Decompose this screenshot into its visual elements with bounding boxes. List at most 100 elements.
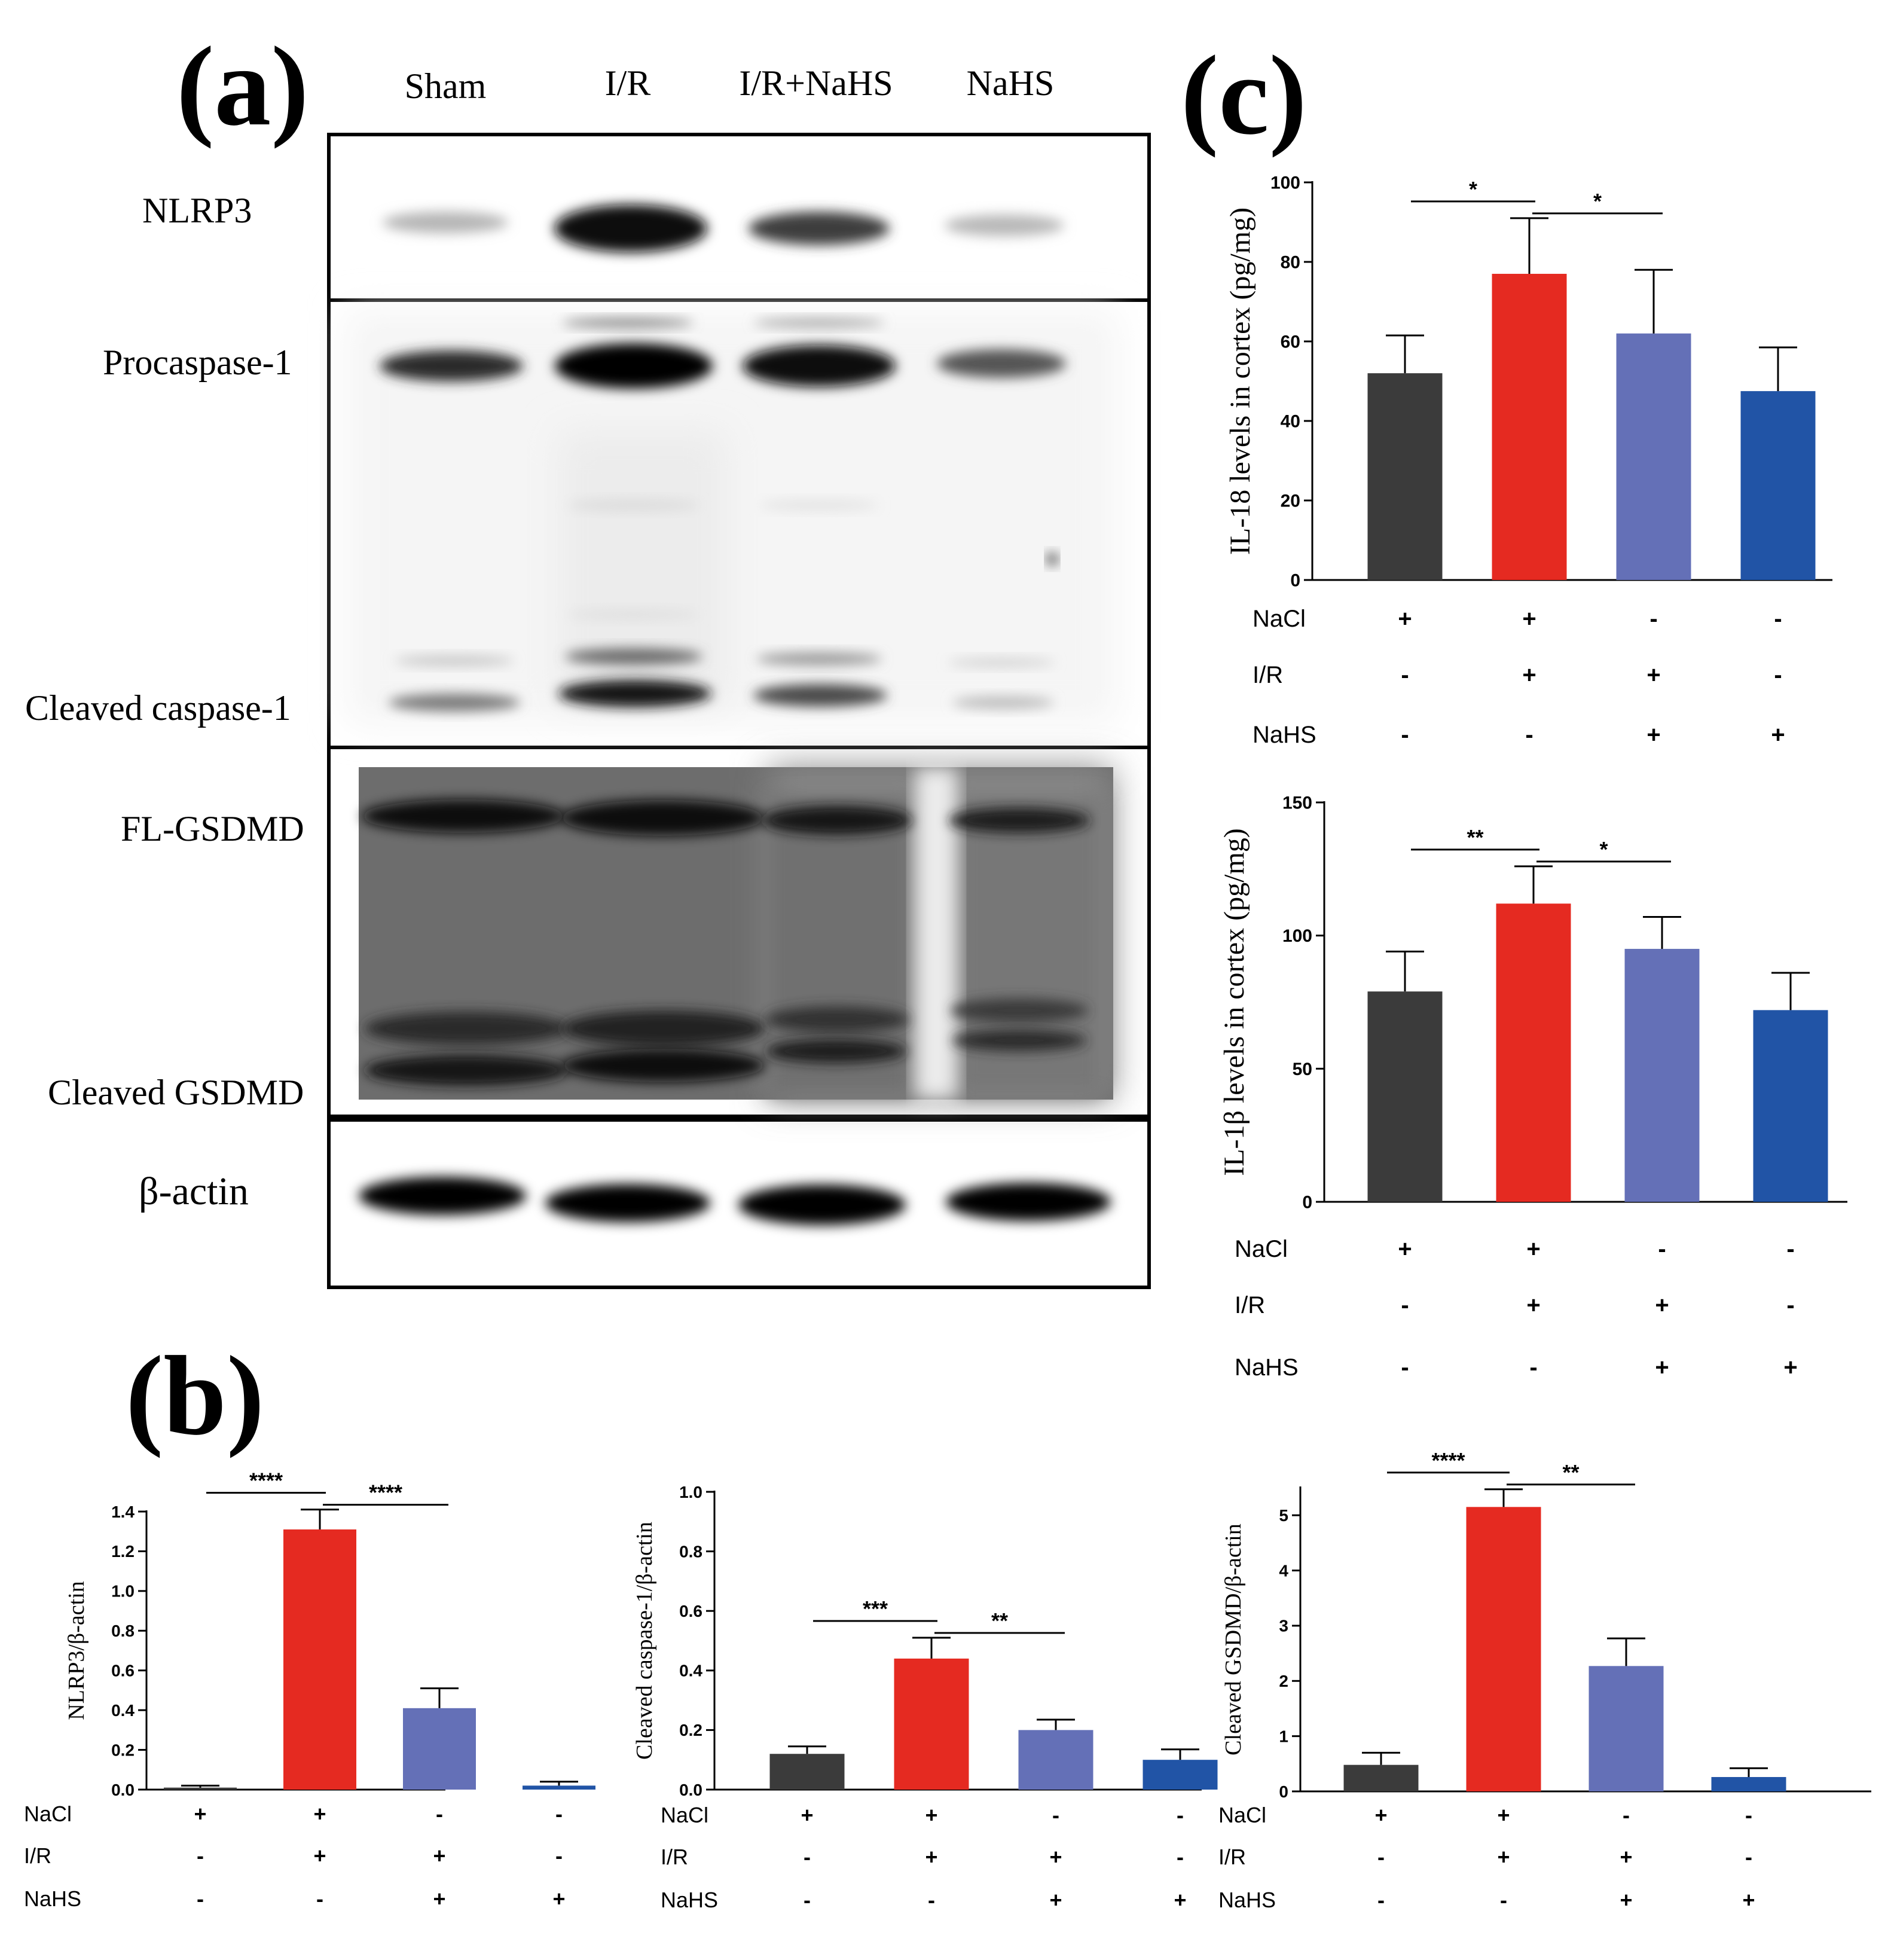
bar bbox=[523, 1785, 595, 1790]
il1b-bar-chart: 0 50 100 150 IL-1β levels in cortex (pg/mg) *… bbox=[1218, 793, 1847, 1381]
treatment-sign: - bbox=[555, 1843, 563, 1868]
y-tick-label: 60 bbox=[1281, 332, 1300, 352]
treatment-sign: - bbox=[316, 1886, 323, 1911]
y-tick-label: 1.2 bbox=[111, 1542, 135, 1561]
cleaved-caspase-1-bar-chart: 0.0 0.2 0.4 0.6 0.8 1.0 Cleaved caspase-1/β-ac… bbox=[632, 1483, 1218, 1912]
treatment-sign: - bbox=[1177, 1845, 1184, 1869]
treatment-sign: + bbox=[1497, 1845, 1510, 1869]
treatment-sign: + bbox=[313, 1843, 326, 1868]
treatment-sign: + bbox=[1522, 606, 1536, 632]
treatment-row-label: I/R bbox=[661, 1845, 688, 1869]
panel-label-c: (c) bbox=[1181, 33, 1307, 158]
treatment-sign: - bbox=[555, 1802, 563, 1826]
treatment-sign: + bbox=[1646, 722, 1660, 748]
treatment-sign: + bbox=[1620, 1888, 1632, 1912]
bar bbox=[1343, 1764, 1419, 1791]
treatment-sign: + bbox=[1497, 1803, 1510, 1827]
significance-label: * bbox=[1593, 189, 1602, 213]
bar bbox=[1589, 1666, 1664, 1791]
y-tick-label: 0.0 bbox=[111, 1781, 135, 1799]
bar bbox=[1624, 948, 1700, 1202]
treatment-sign: + bbox=[433, 1886, 445, 1911]
treatment-row-label: NaCl bbox=[1235, 1236, 1288, 1262]
y-tick-label: 1 bbox=[1279, 1727, 1288, 1745]
treatment-sign: - bbox=[1786, 1236, 1794, 1262]
significance-label: ** bbox=[1467, 825, 1483, 850]
treatment-sign: + bbox=[1742, 1888, 1755, 1912]
treatment-sign: + bbox=[1771, 722, 1785, 748]
treatment-sign: + bbox=[1620, 1845, 1632, 1869]
y-tick-label: 20 bbox=[1281, 491, 1300, 511]
treatment-sign: + bbox=[194, 1802, 206, 1826]
significance-label: ** bbox=[991, 1608, 1008, 1633]
bar bbox=[1740, 391, 1816, 580]
y-tick-label: 0.8 bbox=[111, 1622, 135, 1640]
bar bbox=[1143, 1760, 1218, 1790]
y-tick-label: 1.4 bbox=[111, 1503, 135, 1521]
y-tick-label: 0.4 bbox=[679, 1662, 702, 1680]
treatment-sign: + bbox=[1783, 1354, 1797, 1381]
y-tick-label: 100 bbox=[1282, 926, 1312, 946]
y-tick-label: 1.0 bbox=[679, 1483, 702, 1501]
y-tick-label: 5 bbox=[1279, 1506, 1288, 1525]
treatment-sign: + bbox=[1049, 1845, 1062, 1869]
treatment-row-label: NaCl bbox=[1253, 606, 1306, 632]
treatment-sign: - bbox=[1401, 662, 1409, 688]
treatment-sign: - bbox=[1401, 722, 1409, 748]
y-tick-label: 150 bbox=[1282, 793, 1312, 813]
treatment-row-label: NaCl bbox=[24, 1802, 72, 1826]
y-tick-label: 0.6 bbox=[679, 1602, 702, 1620]
bar bbox=[403, 1708, 476, 1790]
bar bbox=[1616, 333, 1691, 580]
treatment-sign: - bbox=[1774, 662, 1782, 688]
treatment-sign: + bbox=[1655, 1292, 1669, 1318]
y-tick-label: 0.4 bbox=[111, 1701, 135, 1720]
y-tick-label: 0 bbox=[1290, 571, 1300, 591]
bar bbox=[1367, 991, 1443, 1202]
y-tick-label: 4 bbox=[1279, 1561, 1288, 1580]
treatment-sign: + bbox=[1174, 1888, 1186, 1912]
treatment-sign: + bbox=[433, 1843, 445, 1868]
significance-label: * bbox=[1469, 177, 1477, 202]
lane-label-sham: Sham bbox=[404, 66, 487, 106]
treatment-sign: + bbox=[1374, 1803, 1387, 1827]
treatment-row-label: NaHS bbox=[1218, 1888, 1276, 1912]
y-tick-label: 0.6 bbox=[111, 1662, 135, 1680]
y-tick-label: 0.2 bbox=[111, 1741, 135, 1759]
bar bbox=[1711, 1776, 1786, 1791]
treatment-sign: - bbox=[1745, 1845, 1752, 1869]
y-axis-label: NLRP3/β-actin bbox=[64, 1581, 89, 1720]
y-tick-label: 0 bbox=[1302, 1193, 1312, 1213]
treatment-sign: - bbox=[1649, 606, 1657, 632]
bar bbox=[164, 1787, 237, 1790]
y-axis-label: Cleaved GSDMD/β-actin bbox=[1221, 1524, 1246, 1756]
band-label-beta-actin: β-actin bbox=[139, 1170, 249, 1213]
lane-label-nahs: NaHS bbox=[966, 63, 1055, 103]
il18-bar-chart: 0 20 40 60 80 100 IL-18 levels in cortex (pg/m… bbox=[1224, 173, 1832, 748]
y-tick-label: 80 bbox=[1281, 253, 1300, 273]
treatment-sign: - bbox=[1774, 606, 1782, 632]
panel-label-a: (a) bbox=[176, 24, 309, 149]
treatment-row-label: NaCl bbox=[1218, 1803, 1266, 1827]
panel-label-b: (b) bbox=[126, 1333, 265, 1459]
treatment-sign: - bbox=[197, 1843, 204, 1868]
treatment-sign: - bbox=[1500, 1888, 1507, 1912]
significance-label: * bbox=[1599, 837, 1608, 862]
treatment-sign: + bbox=[552, 1886, 565, 1911]
y-axis-label: IL-1β levels in cortex (pg/mg) bbox=[1218, 828, 1250, 1176]
y-tick-label: 0.2 bbox=[679, 1721, 702, 1739]
band-label-cleaved-caspase-1: Cleaved caspase-1 bbox=[25, 688, 291, 728]
significance-label: **** bbox=[1431, 1448, 1465, 1473]
lane-label-ir: I/R bbox=[604, 63, 651, 103]
treatment-sign: - bbox=[804, 1845, 811, 1869]
significance-label: **** bbox=[369, 1480, 402, 1505]
treatment-sign: - bbox=[1377, 1888, 1385, 1912]
treatment-sign: + bbox=[925, 1803, 937, 1827]
bar bbox=[1496, 903, 1571, 1202]
treatment-row-label: NaHS bbox=[1235, 1354, 1299, 1381]
treatment-sign: - bbox=[1377, 1845, 1385, 1869]
y-axis-label: IL-18 levels in cortex (pg/mg) bbox=[1224, 207, 1256, 555]
treatment-row-label: NaHS bbox=[1253, 722, 1316, 748]
treatment-row-label: I/R bbox=[1218, 1845, 1246, 1869]
